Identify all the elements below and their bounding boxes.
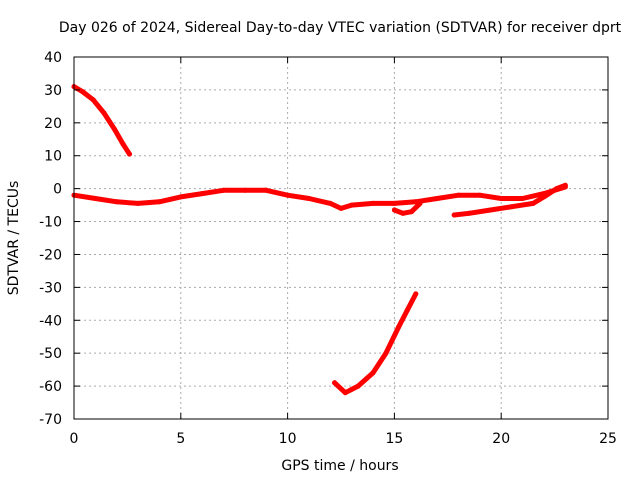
data-point <box>112 126 118 132</box>
data-point <box>355 383 361 389</box>
x-tick-label: 0 <box>70 431 79 447</box>
data-point <box>396 324 402 330</box>
y-tick-label: -20 <box>39 247 62 263</box>
data-point <box>530 200 536 206</box>
data-point <box>178 194 184 200</box>
series-afternoon-arc <box>451 182 568 218</box>
data-point <box>90 97 96 103</box>
data-point <box>417 200 423 206</box>
data-point <box>156 199 162 205</box>
data-point <box>338 205 344 211</box>
x-axis-label: GPS time / hours <box>281 458 398 474</box>
data-point <box>520 196 526 201</box>
series-early-satellite-arc <box>71 84 132 157</box>
y-tick-label: -30 <box>39 280 62 296</box>
data-point <box>135 200 141 206</box>
x-tick-label: 10 <box>279 431 297 447</box>
y-tick-label: 30 <box>44 83 62 99</box>
y-tick-label: -60 <box>39 379 62 395</box>
series-trace <box>451 182 568 218</box>
x-tick-label: 25 <box>599 431 617 447</box>
data-point <box>80 89 85 95</box>
data-point <box>400 210 406 216</box>
data-point <box>327 200 333 206</box>
series-trace <box>391 200 423 216</box>
series-trace <box>71 184 568 211</box>
series-deep-dip-arc <box>332 291 419 396</box>
y-tick-label: -50 <box>39 346 62 362</box>
data-point <box>541 194 547 200</box>
chart-title: Day 026 of 2024, Sidereal Day-to-day VTE… <box>59 20 622 36</box>
data-point <box>466 210 472 216</box>
data-point <box>332 380 338 386</box>
data-point <box>349 202 355 208</box>
plot-frame <box>73 56 609 420</box>
data-point <box>120 141 126 147</box>
data-series <box>71 84 568 396</box>
y-tick-label: -70 <box>39 412 62 428</box>
axis-ticks: 0 5 10 15 20 25 40 30 20 10 0 -10 -20 -30 -40 -50 -60 -70 <box>39 50 617 447</box>
data-point <box>285 192 291 198</box>
data-point <box>242 187 248 193</box>
data-point <box>488 207 493 213</box>
y-tick-label: 10 <box>44 149 62 165</box>
data-point <box>391 207 397 213</box>
data-point <box>114 199 120 205</box>
data-point <box>383 350 389 356</box>
y-tick-label: 20 <box>44 116 62 132</box>
data-point <box>413 291 419 297</box>
data-point <box>370 200 376 206</box>
series-lower-band-arc <box>391 200 423 216</box>
data-point <box>370 370 376 376</box>
data-point <box>409 209 414 215</box>
y-tick-label: 0 <box>53 182 62 198</box>
x-tick-label: 15 <box>385 431 403 447</box>
y-tick-label: -10 <box>39 215 62 231</box>
y-axis-label: SDTVAR / TECUs <box>6 181 22 296</box>
data-point <box>101 110 107 116</box>
data-point <box>509 204 515 210</box>
x-tick-label: 5 <box>176 431 185 447</box>
data-point <box>434 196 440 201</box>
series-main-band-arc <box>71 184 568 211</box>
data-point <box>498 196 504 201</box>
data-point <box>127 151 132 157</box>
y-tick-label: 40 <box>44 50 62 66</box>
data-point <box>306 196 312 201</box>
grid <box>74 57 608 419</box>
data-point <box>342 390 348 396</box>
data-point <box>221 187 226 193</box>
series-trace <box>332 291 419 396</box>
data-point <box>404 307 410 313</box>
data-point <box>456 192 461 198</box>
y-tick-label: -40 <box>39 313 62 329</box>
data-point <box>92 196 98 201</box>
data-point <box>391 200 397 206</box>
data-point <box>554 186 560 192</box>
data-point <box>451 212 457 218</box>
data-point <box>263 187 269 193</box>
data-point <box>199 191 205 197</box>
x-tick-label: 20 <box>492 431 510 447</box>
data-point <box>562 182 568 188</box>
data-point <box>477 192 483 198</box>
